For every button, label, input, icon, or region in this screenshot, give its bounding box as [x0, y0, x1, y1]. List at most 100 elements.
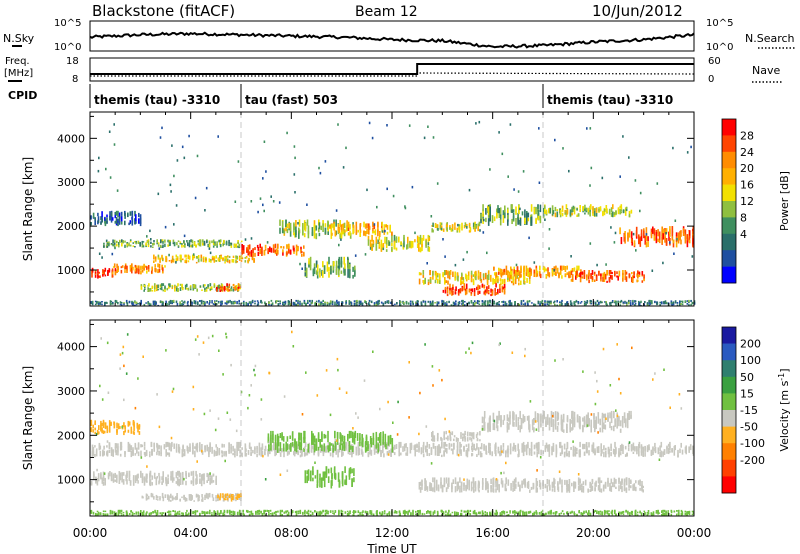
data-cell — [534, 303, 537, 306]
data-cell — [496, 302, 499, 304]
data-cell — [139, 242, 141, 245]
data-cell — [503, 268, 506, 273]
data-cell — [509, 443, 512, 450]
data-cell — [124, 264, 127, 270]
data-cell — [154, 286, 156, 290]
data-cell — [619, 445, 622, 448]
data-cell — [535, 206, 537, 215]
data-cell — [260, 452, 263, 457]
data-cell — [532, 484, 535, 490]
data-cell — [225, 257, 228, 260]
data-cell — [639, 480, 641, 487]
data-cell — [352, 224, 355, 228]
data-cell — [471, 448, 474, 451]
data-cell — [482, 478, 484, 484]
data-cell — [632, 484, 634, 491]
data-cell — [126, 265, 128, 271]
data-cell — [147, 239, 150, 243]
data-cell — [487, 302, 489, 305]
data-cell — [516, 274, 518, 279]
data-cell — [692, 226, 695, 234]
data-cell — [648, 302, 650, 304]
data-cell — [226, 303, 228, 305]
data-cell — [301, 451, 303, 457]
data-cell — [625, 482, 628, 486]
data-cell — [573, 482, 575, 488]
data-cell — [90, 215, 92, 220]
data-cell — [189, 446, 191, 452]
data-cell — [167, 474, 169, 478]
data-cell — [349, 467, 352, 474]
data-cell — [446, 222, 448, 226]
data-cell — [216, 287, 218, 291]
data-cell — [477, 290, 479, 295]
data-cell — [461, 286, 464, 292]
data-cell — [158, 476, 161, 481]
data-cell — [443, 441, 445, 447]
data-cell — [637, 270, 639, 275]
data-cell — [162, 267, 164, 271]
data-cell — [558, 272, 560, 276]
data-cell — [108, 449, 111, 453]
data-cell — [210, 286, 213, 289]
data-cell — [113, 239, 116, 244]
data-cell — [691, 301, 694, 304]
data-cell — [484, 300, 487, 303]
nsky-tick-bottom: 10^0 — [54, 42, 81, 53]
data-cell — [502, 419, 505, 425]
data-cell — [211, 446, 213, 454]
data-cell — [433, 485, 436, 493]
y-tick-label: 3000 — [57, 176, 85, 189]
data-cell — [600, 279, 602, 282]
data-cell — [445, 487, 448, 493]
data-cell — [390, 302, 392, 304]
data-cell — [621, 447, 623, 451]
data-cell — [237, 287, 240, 292]
data-cell — [158, 263, 161, 269]
data-cell — [431, 225, 433, 227]
data-cell — [616, 271, 618, 275]
data-cell — [574, 453, 577, 457]
data-cell — [513, 266, 515, 272]
data-cell — [497, 208, 499, 214]
data-cell — [232, 452, 234, 456]
data-cell — [150, 441, 153, 448]
data-cell — [228, 255, 231, 258]
data-cell — [481, 416, 484, 424]
data-cell — [391, 235, 393, 243]
data-cell — [462, 304, 464, 306]
data-cell — [372, 221, 374, 228]
data-cell — [655, 232, 658, 241]
data-cell — [455, 300, 457, 303]
data-cell — [432, 430, 434, 435]
data-cell — [118, 216, 121, 223]
data-cell — [490, 478, 492, 485]
data-cell — [531, 302, 533, 304]
data-cell — [566, 272, 568, 276]
data-cell — [474, 487, 477, 492]
data-cell — [568, 272, 570, 278]
data-cell — [124, 244, 126, 248]
data-cell — [640, 233, 643, 241]
data-cell — [409, 302, 412, 306]
data-cell — [551, 269, 554, 274]
data-cell — [624, 231, 626, 237]
data-cell — [441, 301, 443, 303]
data-cell — [206, 301, 208, 304]
data-cell — [351, 478, 353, 487]
data-cell — [630, 485, 632, 489]
data-cell — [591, 485, 594, 491]
data-cell — [335, 443, 337, 449]
data-cell — [140, 285, 143, 290]
scatter-cell — [128, 222, 130, 226]
data-cell — [378, 299, 380, 302]
data-cell — [208, 303, 211, 305]
data-cell — [256, 244, 259, 248]
data-cell — [175, 449, 178, 453]
data-cell — [416, 235, 419, 242]
data-cell — [433, 435, 436, 439]
data-cell — [144, 452, 146, 457]
data-cell — [430, 487, 433, 492]
data-cell — [486, 280, 489, 286]
data-cell — [229, 300, 231, 303]
